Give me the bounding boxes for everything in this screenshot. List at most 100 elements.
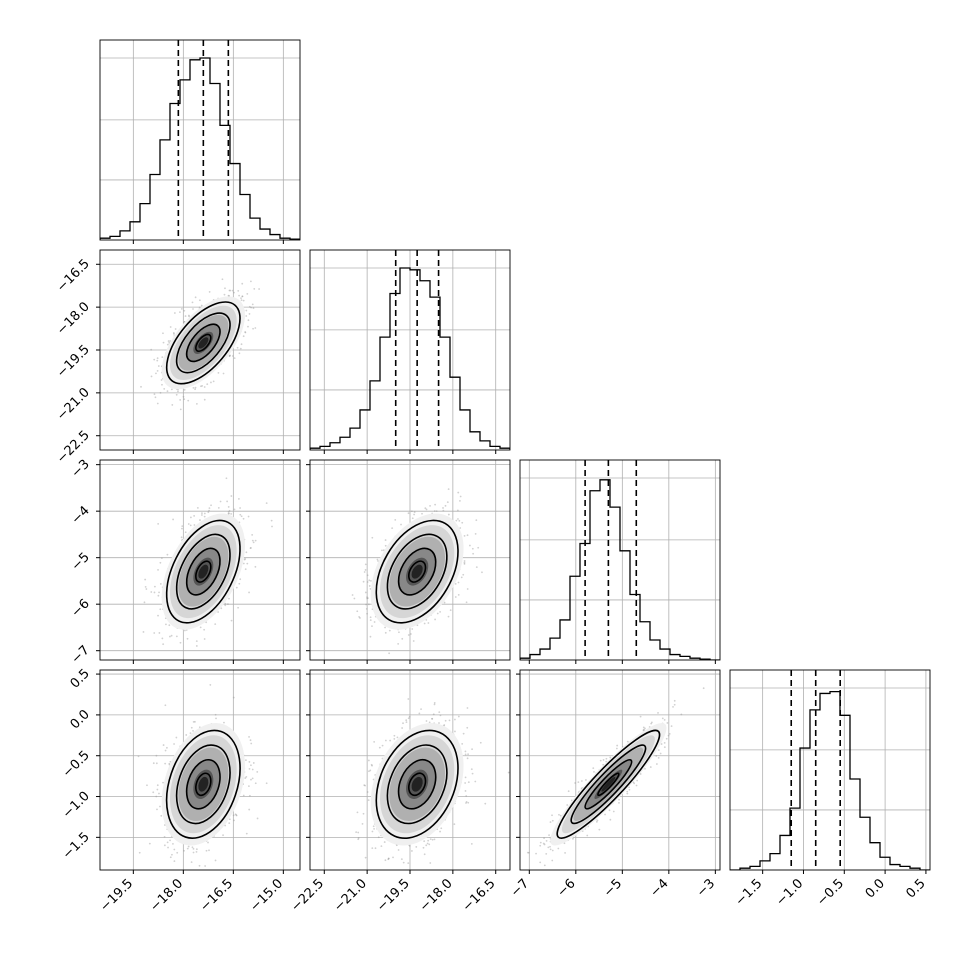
- scatter-point: [394, 518, 397, 521]
- scatter-point: [183, 849, 185, 852]
- scatter-point: [423, 622, 426, 625]
- scatter-point: [271, 525, 273, 528]
- contour-line: [195, 333, 212, 353]
- scatter-point: [359, 617, 361, 619]
- scatter-point: [248, 313, 251, 315]
- scatter-point: [471, 772, 474, 775]
- scatter-point: [368, 585, 371, 587]
- scatter-point: [254, 327, 257, 329]
- scatter-point: [186, 847, 189, 850]
- scatter-point: [155, 754, 158, 757]
- scatter-point: [424, 507, 427, 510]
- scatter-point: [238, 498, 240, 500]
- scatter-point: [198, 299, 201, 302]
- scatter-point: [462, 573, 465, 576]
- scatter-point: [457, 593, 460, 596]
- scatter-point: [169, 856, 172, 859]
- scatter-point: [253, 287, 256, 290]
- scatter-point: [408, 715, 411, 718]
- scatter-point: [466, 588, 469, 590]
- scatter-point: [191, 301, 194, 304]
- scatter-point: [241, 295, 244, 298]
- scatter-point: [431, 838, 434, 841]
- scatter-point: [233, 291, 235, 294]
- scatter-point: [140, 385, 142, 388]
- scatter-point: [380, 845, 383, 848]
- panel-content: [310, 670, 510, 870]
- scatter-point: [472, 552, 475, 555]
- scatter-point: [397, 642, 400, 645]
- scatter-point: [201, 514, 203, 516]
- scatter-point: [159, 583, 162, 585]
- scatter-point: [439, 610, 441, 613]
- scatter-point: [466, 707, 469, 709]
- scatter-point: [391, 527, 394, 530]
- scatter-point: [474, 532, 477, 535]
- scatter-point: [443, 601, 446, 604]
- scatter-point: [201, 384, 204, 387]
- scatter-point: [227, 510, 230, 513]
- scatter-point: [239, 347, 242, 350]
- scatter-point: [204, 865, 207, 867]
- scatter-point: [187, 314, 190, 317]
- scatter-point: [363, 571, 366, 573]
- scatter-point: [155, 762, 158, 765]
- scatter-point: [364, 591, 367, 594]
- scatter-point: [183, 629, 186, 632]
- scatter-point: [447, 488, 450, 491]
- scatter-point: [367, 603, 370, 606]
- scatter-point: [186, 637, 189, 640]
- contour-line: [165, 301, 241, 385]
- scatter-point: [152, 762, 155, 765]
- scatter-point: [453, 823, 456, 826]
- scatter-point: [156, 369, 159, 372]
- scatter-point: [156, 808, 158, 811]
- scatter-point: [459, 495, 462, 498]
- scatter-point: [410, 510, 413, 513]
- scatter-point: [169, 635, 171, 638]
- scatter-point: [192, 851, 195, 854]
- scatter-point: [194, 388, 196, 391]
- scatter-point: [423, 853, 426, 856]
- scatter-point: [166, 343, 169, 346]
- scatter-point: [195, 402, 198, 405]
- scatter-point: [247, 515, 250, 518]
- scatter-point: [372, 825, 375, 828]
- contour-line: [195, 772, 212, 797]
- scatter-point: [173, 848, 176, 851]
- scatter-point: [465, 800, 468, 803]
- scatter-point: [356, 610, 359, 613]
- scatter-point: [365, 607, 368, 610]
- scatter-point: [247, 319, 250, 322]
- density-fill: [198, 337, 209, 349]
- scatter-point: [245, 315, 248, 317]
- scatter-point: [150, 591, 153, 593]
- scatter-point: [223, 721, 225, 724]
- scatter-point: [222, 372, 225, 375]
- scatter-point: [175, 393, 178, 396]
- scatter-point: [189, 732, 192, 735]
- scatter-point: [184, 315, 187, 317]
- scatter-point: [230, 619, 233, 622]
- scatter-point: [402, 722, 404, 725]
- scatter-point: [248, 794, 251, 797]
- scatter-point: [217, 371, 220, 374]
- scatter-point: [192, 308, 194, 310]
- panel-1-0: [96, 249, 301, 454]
- scatter-point: [162, 744, 165, 746]
- scatter-point: [463, 534, 466, 537]
- contour-line: [165, 519, 241, 624]
- scatter-point: [235, 586, 238, 589]
- scatter-point: [244, 557, 246, 560]
- scatter-point: [217, 611, 220, 613]
- scatter-point: [192, 847, 195, 850]
- scatter-point: [454, 596, 457, 598]
- scatter-point: [239, 513, 242, 516]
- scatter-point: [145, 588, 148, 590]
- scatter-point: [457, 518, 459, 520]
- scatter-point: [228, 822, 231, 825]
- scatter-point: [220, 607, 223, 610]
- scatter-point: [466, 757, 469, 760]
- scatter-point: [203, 398, 206, 401]
- scatter-point: [371, 536, 374, 539]
